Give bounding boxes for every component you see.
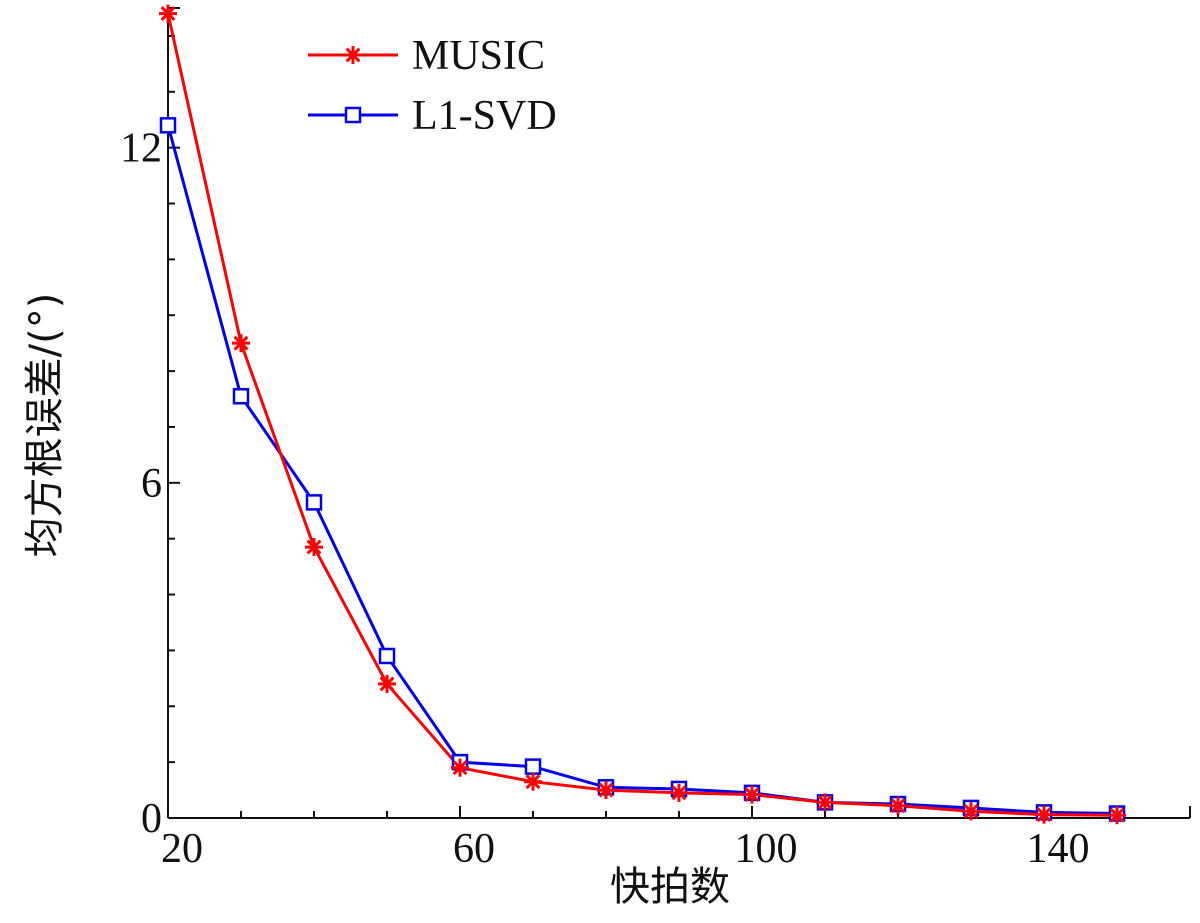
asterisk-stroke xyxy=(817,794,833,810)
x-tick-label: 60 xyxy=(453,826,495,872)
data-point-music xyxy=(1108,806,1126,825)
asterisk-stroke xyxy=(160,6,176,22)
data-point-music xyxy=(1035,805,1053,824)
legend-label-l1-svd: L1-SVD xyxy=(412,93,557,139)
asterisk-stroke xyxy=(525,774,541,790)
data-point-music xyxy=(232,334,250,353)
series-music xyxy=(166,13,1118,817)
data-point-music xyxy=(670,783,688,802)
asterisk-stroke xyxy=(345,47,361,63)
asterisk-stroke xyxy=(233,335,249,351)
legend-marker-l1-svd xyxy=(344,106,362,124)
y-tick-label: 6 xyxy=(141,461,162,507)
markers-music xyxy=(159,4,1126,825)
x-tick-label: 140 xyxy=(1027,826,1090,872)
legend: MUSIC L1-SVD xyxy=(308,33,557,139)
data-point-music xyxy=(159,4,177,23)
data-point-music xyxy=(743,785,761,804)
asterisk-stroke xyxy=(379,676,395,692)
legend-item-l1-svd: L1-SVD xyxy=(308,93,557,139)
data-point-music xyxy=(889,796,907,815)
markers-l1-svd xyxy=(159,117,1126,822)
series-l1-svd xyxy=(166,124,1118,816)
data-point-l1-svd xyxy=(159,117,177,134)
ticks: 20 60 100 140 0 6 12 xyxy=(120,34,1191,872)
data-point-l1-svd xyxy=(524,758,542,775)
y-tick-label: 0 xyxy=(141,796,162,842)
data-point-music xyxy=(451,758,469,777)
legend-marker-music xyxy=(344,46,362,64)
x-tick-label: 100 xyxy=(735,826,798,872)
legend-item-music: MUSIC xyxy=(308,33,545,79)
asterisk-stroke xyxy=(598,782,614,798)
data-point-music xyxy=(378,674,396,693)
axes xyxy=(167,7,1191,819)
y-axis-title: 均方根误差/(°) xyxy=(22,293,68,558)
data-point-music xyxy=(305,538,323,557)
data-point-l1-svd xyxy=(305,494,323,511)
x-tick-label: 20 xyxy=(161,826,203,872)
asterisk-stroke xyxy=(1036,807,1052,823)
asterisk-stroke xyxy=(963,803,979,819)
asterisk-stroke xyxy=(1109,807,1125,823)
asterisk-stroke xyxy=(671,785,687,801)
series-layer xyxy=(159,4,1126,825)
series-line-l1-svd xyxy=(166,124,1118,816)
asterisk-stroke xyxy=(452,760,468,776)
series-line-music xyxy=(166,13,1118,817)
data-point-l1-svd xyxy=(232,387,250,405)
y-tick-label: 12 xyxy=(120,126,162,172)
data-point-music xyxy=(597,781,615,800)
data-point-l1-svd xyxy=(378,647,396,665)
data-point-music xyxy=(524,772,542,791)
asterisk-stroke xyxy=(306,539,322,555)
data-point-music xyxy=(816,793,834,812)
x-axis-title: 快拍数 xyxy=(610,864,730,910)
asterisk-stroke xyxy=(890,798,906,814)
asterisk-stroke xyxy=(744,787,760,802)
legend-label-music: MUSIC xyxy=(412,33,545,79)
data-point-music xyxy=(962,802,980,821)
